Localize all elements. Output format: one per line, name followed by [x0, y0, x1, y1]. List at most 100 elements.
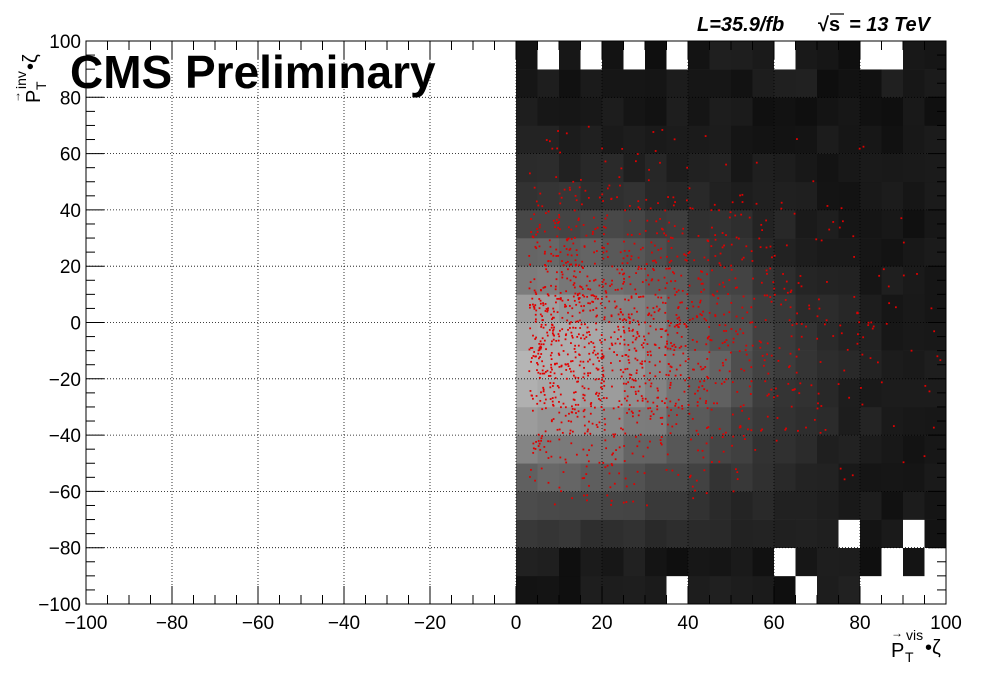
- y-tick-label: 40: [60, 201, 81, 222]
- scatter-point: [734, 277, 737, 280]
- scatter-point: [595, 367, 598, 370]
- scatter-point: [606, 494, 609, 497]
- scatter-point: [878, 274, 881, 277]
- scatter-point: [604, 439, 607, 442]
- scatter-point: [674, 346, 677, 348]
- heatmap-bin: [709, 463, 732, 492]
- scatter-point: [634, 379, 637, 382]
- scatter-point: [552, 307, 555, 310]
- scatter-point: [617, 406, 620, 408]
- heatmap-bin: [709, 519, 732, 548]
- heatmap-bin: [666, 153, 689, 183]
- heatmap-bin: [688, 238, 710, 267]
- scatter-point: [774, 387, 777, 390]
- scatter-point: [689, 207, 692, 209]
- scatter-point: [552, 254, 555, 257]
- heatmap-bin: [645, 97, 667, 126]
- scatter-point: [549, 374, 552, 377]
- scatter-point: [739, 328, 742, 331]
- heatmap-bin: [731, 463, 753, 492]
- heatmap-bin: [924, 575, 947, 605]
- scatter-point: [551, 318, 553, 320]
- scatter-point: [741, 258, 744, 261]
- scatter-point: [630, 313, 633, 316]
- heatmap-bin: [731, 350, 753, 380]
- scatter-point: [668, 221, 671, 224]
- scatter-point: [664, 354, 667, 356]
- scatter-point: [604, 217, 607, 220]
- scatter-point: [569, 263, 572, 266]
- scatter-point: [650, 354, 652, 357]
- scatter-point: [580, 337, 582, 340]
- scatter-point: [536, 362, 538, 364]
- scatter-point: [677, 307, 679, 309]
- heatmap-bin: [602, 547, 624, 577]
- scatter-point: [547, 294, 550, 297]
- x-tick-label: −100: [65, 613, 108, 634]
- scatter-point: [736, 333, 739, 336]
- scatter-point: [734, 286, 737, 289]
- scatter-point: [556, 385, 559, 387]
- scatter-point: [649, 350, 652, 353]
- heatmap-bin: [580, 69, 603, 98]
- heatmap-bin: [645, 69, 667, 98]
- scatter-point: [556, 271, 558, 274]
- scatter-point: [535, 440, 537, 443]
- heatmap-bin: [881, 378, 904, 408]
- scatter-point: [657, 309, 660, 312]
- heatmap-bin: [881, 519, 904, 548]
- heatmap-bin: [580, 463, 603, 492]
- scatter-point: [556, 297, 559, 300]
- scatter-point: [535, 233, 538, 236]
- heatmap-bin: [645, 406, 667, 436]
- scatter-point: [624, 354, 627, 356]
- scatter-point: [629, 283, 632, 286]
- scatter-point: [537, 371, 540, 374]
- scatter-point: [586, 295, 589, 298]
- scatter-point: [536, 228, 539, 230]
- scatter-point: [894, 306, 897, 309]
- heatmap-bin: [537, 209, 560, 239]
- heatmap-bin: [924, 266, 947, 295]
- scatter-point: [592, 216, 595, 219]
- scatter-point: [766, 272, 768, 275]
- scatter-point: [535, 309, 538, 312]
- heatmap-bin: [623, 41, 646, 70]
- scatter-point: [851, 474, 854, 477]
- scatter-point: [603, 225, 605, 228]
- heatmap-bin: [817, 125, 839, 154]
- scatter-point: [685, 324, 688, 327]
- scatter-point: [681, 301, 683, 304]
- scatter-point: [547, 481, 550, 484]
- scatter-point: [636, 445, 639, 448]
- scatter-point: [647, 274, 649, 277]
- scatter-point: [641, 366, 644, 369]
- heatmap-bin: [537, 406, 560, 436]
- heatmap-bin: [881, 322, 904, 351]
- experiment-label: CMS Preliminary: [70, 46, 436, 98]
- scatter-point: [561, 273, 564, 276]
- scatter-point: [652, 317, 655, 320]
- scatter-point: [601, 353, 604, 356]
- scatter-point: [808, 307, 811, 310]
- scatter-point: [560, 373, 563, 376]
- scatter-point: [786, 291, 789, 294]
- scatter-point: [675, 291, 678, 293]
- scatter-point: [635, 372, 638, 375]
- scatter-point: [713, 203, 716, 206]
- scatter-point: [741, 409, 743, 412]
- scatter-point: [648, 360, 651, 363]
- scatter-point: [677, 398, 680, 401]
- heatmap-bin: [774, 266, 796, 295]
- heatmap-bin: [731, 406, 753, 436]
- scatter-point: [667, 196, 669, 198]
- scatter-point: [657, 389, 659, 392]
- scatter-point: [658, 347, 661, 349]
- scatter-point: [580, 178, 582, 181]
- scatter-point: [616, 354, 618, 356]
- scatter-point: [647, 179, 650, 182]
- heatmap-bin: [602, 125, 624, 154]
- heatmap-bin: [860, 181, 882, 211]
- heatmap-bin: [623, 519, 646, 548]
- scatter-point: [628, 327, 630, 330]
